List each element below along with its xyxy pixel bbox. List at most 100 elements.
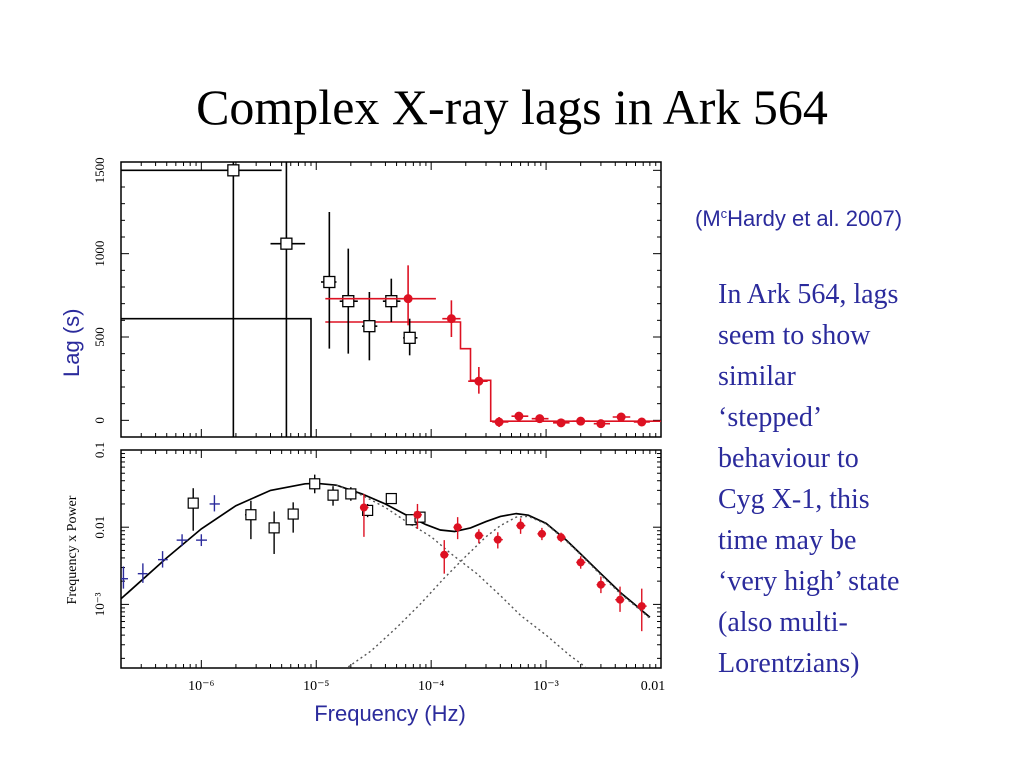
lag-data-point [531,414,549,424]
description-line: ‘very high’ state [718,566,900,597]
description-line: ‘stepped’ [718,402,823,433]
lag-data-point [572,416,590,426]
psd-ticks: 10⁻³ 0.01 0.1 10⁻⁶ 10⁻⁵ 10⁻⁴ 10⁻³ 0.01 [92,442,665,694]
lag-open-square-marker [363,320,376,333]
psd-data-point [516,518,526,534]
lag-ticks: 0 500 1000 1500 [92,157,662,437]
psd-y-tick-label: 10⁻³ [92,592,107,616]
psd-filled-circle-marker [413,510,422,519]
psd-data-point [176,534,188,547]
lag-model-step [121,317,312,437]
psd-open-square-marker [309,478,321,490]
psd-open-square-marker [187,497,199,509]
lag-data-point [121,162,282,437]
lag-y-tick-label: 500 [92,327,107,347]
psd-data-point [359,493,369,537]
psd-lorentzian-component [336,484,586,668]
frequency-axis-label: Frequency (Hz) [314,701,466,726]
psd-data-points [121,474,647,632]
lag-open-square-marker [227,164,240,177]
lag-data-point [593,419,611,429]
lag-data-point [553,418,570,428]
psd-data-point [268,511,280,554]
psd-open-square-marker [268,522,280,534]
lag-data-point [339,248,358,354]
psd-data-point [537,527,547,541]
psd-filled-circle-marker [493,535,502,544]
psd-data-point [556,532,566,543]
lag-open-square-marker [342,295,355,308]
lag-model-step [325,321,661,422]
psd-data-point [615,586,625,612]
lag-data-point [382,278,401,322]
lag-data-point [468,367,488,394]
lag-data-point [321,212,337,349]
description-line: (also multi- [718,607,848,638]
psd-data-point [453,517,463,540]
psd-data-point [413,503,422,529]
lag-filled-circle-marker [514,411,524,421]
psd-data-point [209,495,220,512]
psd-data-point [287,502,299,533]
lag-filled-circle-marker [556,418,566,428]
psd-open-square-marker [287,508,299,520]
lag-data-point [492,417,509,427]
description-line: seem to show [718,320,871,351]
psd-filled-circle-marker [576,558,585,567]
psd-plot-frame [120,449,662,669]
psd-y-tick-label: 0.01 [92,516,107,539]
psd-x-tick-label: 10⁻⁶ [188,679,214,694]
description-line: similar [718,361,796,392]
psd-open-square-marker [385,492,397,505]
lag-open-square-marker [323,275,336,289]
psd-filled-circle-marker [453,523,462,532]
lag-data-point [442,300,461,337]
psd-data-point [158,551,168,568]
psd-open-square-marker [327,489,339,501]
lag-filled-circle-marker [474,376,484,386]
psd-data-point [137,563,148,583]
psd-data-point [245,500,257,540]
psd-y-tick-label: 0.1 [92,442,107,458]
psd-data-point [493,532,503,549]
psd-data-point [576,556,586,569]
psd-x-tick-label: 10⁻³ [533,679,559,694]
psd-x-tick-label: 10⁻⁵ [303,679,329,694]
psd-filled-circle-marker [596,580,605,589]
psd-filled-circle-marker [537,529,546,538]
description-text: In Ark 564, lags seem to show similar ‘s… [718,274,1014,684]
lag-y-tick-label: 0 [92,417,107,424]
description-line: behaviour to [718,443,859,474]
psd-filled-circle-marker [516,521,525,530]
lag-model-lines [121,317,661,437]
description-line: time may be [718,525,857,556]
lag-filled-circle-marker [637,417,647,427]
psd-x-tick-label: 10⁻⁴ [418,679,444,694]
psd-data-point [474,529,484,544]
slide-title: Complex X-ray lags in Ark 564 [196,79,828,135]
citation-prefix: (M [695,206,721,231]
citation: (McHardy et al. 2007) [695,206,902,232]
psd-filled-circle-marker [557,533,566,542]
psd-data-point [637,588,647,632]
lag-data-point [633,417,650,427]
lag-filled-circle-marker [535,414,545,424]
psd-filled-circle-marker [359,503,368,512]
psd-filled-circle-marker [440,550,449,559]
psd-x-tick-label: 0.01 [641,679,666,694]
psd-lorentzian-component [347,515,651,668]
lag-y-tick-label: 1500 [92,157,107,183]
psd-axis-label: Frequency x Power [65,495,80,604]
psd-data-point [440,540,449,574]
psd-data-point [121,566,128,589]
psd-open-square-marker [345,488,357,500]
lag-data-point [403,318,418,356]
psd-data-point [345,487,357,501]
description-line: Cyg X-1, this [718,484,870,515]
description-line: In Ark 564, lags [718,279,899,310]
lag-filled-circle-marker [576,416,586,426]
psd-filled-circle-marker [474,531,483,540]
psd-data-point [187,488,199,531]
citation-superscript: c [720,206,728,221]
lag-data-point [325,265,436,326]
